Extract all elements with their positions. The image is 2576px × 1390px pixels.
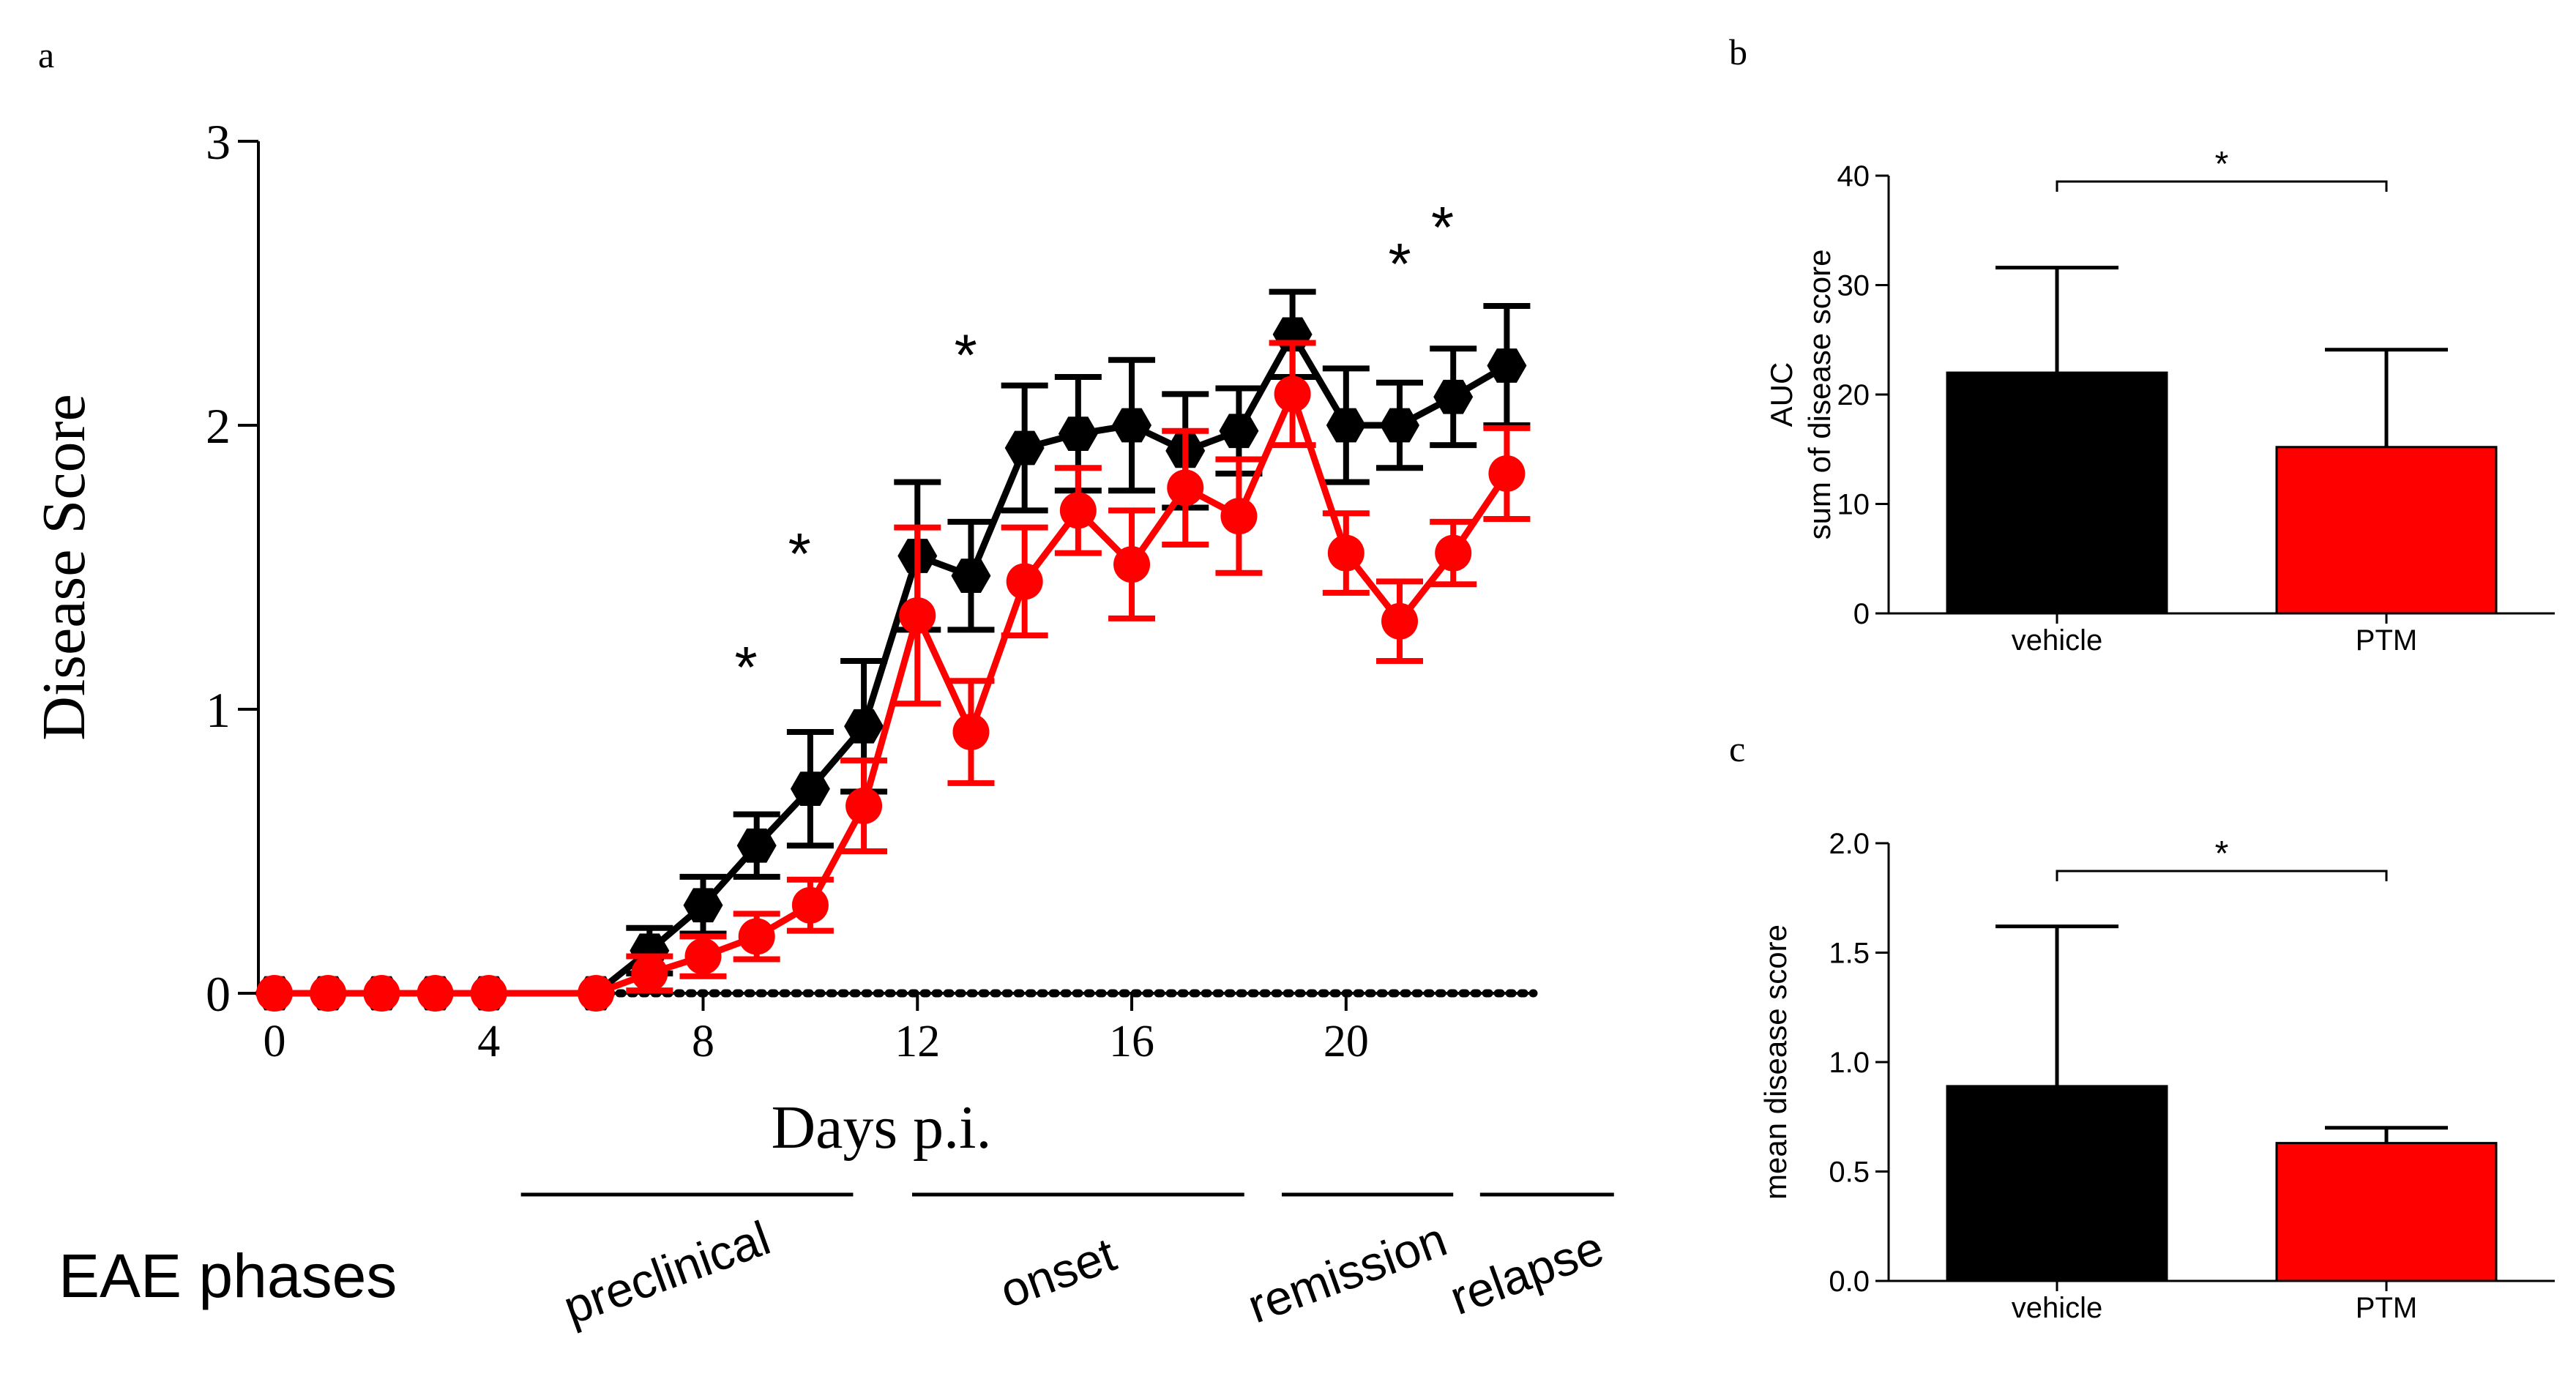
- ptm-data-point: [417, 975, 454, 1012]
- y-axis-label: AUC: [1764, 362, 1799, 427]
- y-tick-label: 0.0: [1829, 1266, 1870, 1298]
- vehicle-series-line: [274, 331, 1509, 997]
- y-tick-label: 2: [206, 398, 231, 454]
- phase-label-preclinical: preclinical: [556, 1210, 777, 1334]
- x-tick-label: vehicle: [2012, 1292, 2103, 1324]
- y-axis-label: mean disease score: [1758, 924, 1793, 1200]
- panel-a-letter: a: [38, 34, 54, 75]
- significance-asterisk: *: [734, 635, 757, 700]
- y-tick-label: 0: [206, 966, 231, 1022]
- ptm-data-point: [1113, 546, 1151, 583]
- vehicle-data-point: [1058, 416, 1098, 452]
- x-tick-label: PTM: [2356, 624, 2417, 657]
- ptm-data-point: [631, 954, 668, 992]
- ptm-data-point: [1327, 534, 1364, 572]
- ptm-data-point: [310, 975, 347, 1012]
- ptm-data-point: [952, 714, 990, 751]
- x-tick-label: vehicle: [2012, 624, 2103, 657]
- ptm-data-point: [1220, 498, 1258, 535]
- vehicle-data-point: [951, 558, 991, 594]
- ptm-data-point: [1059, 492, 1097, 529]
- ptm-data-point: [1435, 534, 1472, 572]
- x-tick-label: 20: [1324, 1017, 1369, 1066]
- ptm-data-point: [470, 975, 507, 1012]
- panel-c-letter: c: [1729, 728, 1745, 769]
- y-tick-label: 20: [1837, 379, 1870, 411]
- ptm-data-point: [845, 787, 883, 824]
- x-tick-label: 8: [692, 1017, 714, 1066]
- ptm-data-point: [255, 975, 293, 1012]
- vehicle-data-point: [683, 888, 723, 923]
- vehicle-data-point: [1112, 408, 1152, 443]
- y-tick-label: 0.5: [1829, 1157, 1870, 1189]
- significance-asterisk: *: [2215, 834, 2229, 873]
- ptm-data-point: [1381, 602, 1419, 640]
- y-tick-label: 2.0: [1829, 828, 1870, 860]
- ptm-data-point: [899, 597, 936, 634]
- ptm-data-point: [738, 918, 775, 955]
- panel-c-bar-chart: 0.0 0.5 1.0 1.5 2.0 vehicle PTM * mean disease s…: [1758, 828, 2555, 1324]
- vehicle-data-point: [1004, 430, 1045, 466]
- vehicle-data-point: [1326, 408, 1366, 443]
- y-tick-label: 40: [1837, 160, 1870, 193]
- y-tick-label: 1: [206, 682, 231, 738]
- y-axis-label: Disease Score: [30, 394, 98, 740]
- ptm-data-point: [363, 975, 400, 1012]
- phase-label-relapse: relapse: [1443, 1220, 1610, 1326]
- panel-b-bar-chart: 0 10 20 30 40 vehicle PTM * AUC sum of disease sc…: [1764, 145, 2555, 657]
- significance-asterisk: *: [1388, 231, 1411, 296]
- ptm-series-line: [274, 390, 1510, 997]
- ptm-bar: [2275, 1142, 2498, 1282]
- x-tick-label: 16: [1109, 1017, 1154, 1066]
- x-tick-label: 4: [477, 1017, 500, 1066]
- vehicle-data-point: [790, 771, 830, 807]
- ptm-data-point: [1006, 563, 1043, 600]
- y-tick-label: 30: [1837, 270, 1870, 302]
- vehicle-data-point: [1487, 348, 1527, 383]
- ptm-data-point: [1488, 455, 1526, 492]
- x-tick-label: PTM: [2356, 1292, 2417, 1324]
- significance-asterisk: *: [1431, 195, 1454, 260]
- y-tick-label: 1.5: [1829, 938, 1870, 970]
- ptm-bar: [2275, 446, 2498, 615]
- significance-asterisk: *: [788, 521, 811, 586]
- significance-asterisk: *: [955, 322, 977, 387]
- significance-bracket: [2056, 870, 2388, 881]
- significance-asterisk: *: [2215, 145, 2229, 184]
- y-axis-label: sum of disease score: [1802, 250, 1837, 540]
- panel-b-letter: b: [1729, 31, 1747, 72]
- vehicle-data-point: [844, 709, 884, 744]
- y-tick-label: 10: [1837, 489, 1870, 521]
- ptm-data-point: [1274, 375, 1311, 413]
- ptm-data-point: [1167, 469, 1204, 507]
- significance-bracket: [2056, 180, 2388, 192]
- eae-phases-label: EAE phases: [59, 1241, 397, 1310]
- y-tick-label: 3: [206, 114, 231, 170]
- vehicle-data-point: [1380, 408, 1420, 443]
- ptm-data-point: [684, 938, 722, 975]
- vehicle-data-point: [1219, 414, 1259, 449]
- ptm-data-point: [791, 886, 829, 924]
- vehicle-bar: [1946, 1085, 2168, 1282]
- vehicle-data-point: [736, 828, 777, 863]
- x-tick-label: 0: [263, 1017, 285, 1066]
- phase-label-onset: onset: [993, 1227, 1122, 1318]
- vehicle-data-point: [1433, 379, 1474, 414]
- x-tick-label: 12: [895, 1017, 940, 1066]
- vehicle-bar: [1946, 371, 2168, 615]
- phase-label-remission: remission: [1241, 1211, 1454, 1333]
- y-tick-label: 0: [1853, 598, 1870, 630]
- x-axis-label: Days p.i.: [772, 1094, 992, 1162]
- y-tick-label: 1.0: [1829, 1047, 1870, 1079]
- ptm-data-point: [578, 975, 615, 1012]
